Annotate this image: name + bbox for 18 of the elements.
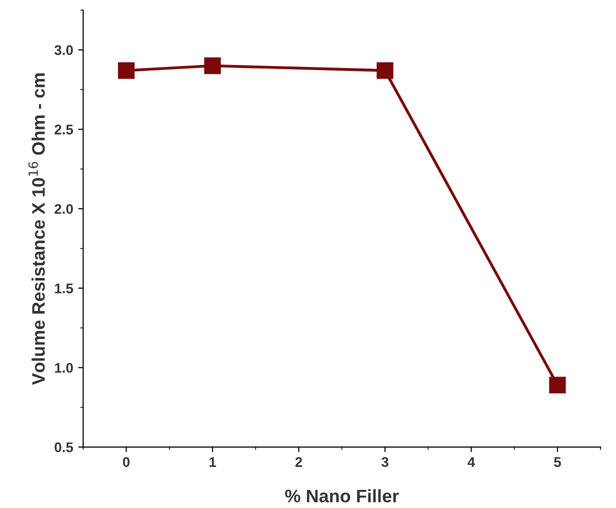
y-tick-label: 1.5: [55, 284, 74, 294]
x-tick-label: 4: [468, 457, 476, 467]
x-axis-title: % Nano Filler: [285, 489, 399, 502]
point: [204, 57, 221, 74]
y-tick-label: 1.0: [55, 362, 73, 373]
x-tick-label: 2: [295, 457, 302, 467]
point: [118, 62, 135, 79]
y-tick-label: 0.5: [54, 442, 74, 452]
y-tick-label: 3.0: [54, 45, 73, 56]
y-tick-label: 2.5: [54, 124, 74, 134]
x-tick-label: 0: [122, 457, 130, 467]
point: [376, 62, 394, 79]
x-tick-label: 5: [554, 457, 561, 467]
y-tick-label: 2.0: [54, 204, 73, 214]
y-axis-title: Volume Resistance X 10$^{16}$ Ohm - cm: [28, 73, 45, 385]
x-tick-label: 1: [210, 457, 216, 467]
point: [549, 376, 566, 394]
x-tick-label: 3: [381, 457, 388, 467]
